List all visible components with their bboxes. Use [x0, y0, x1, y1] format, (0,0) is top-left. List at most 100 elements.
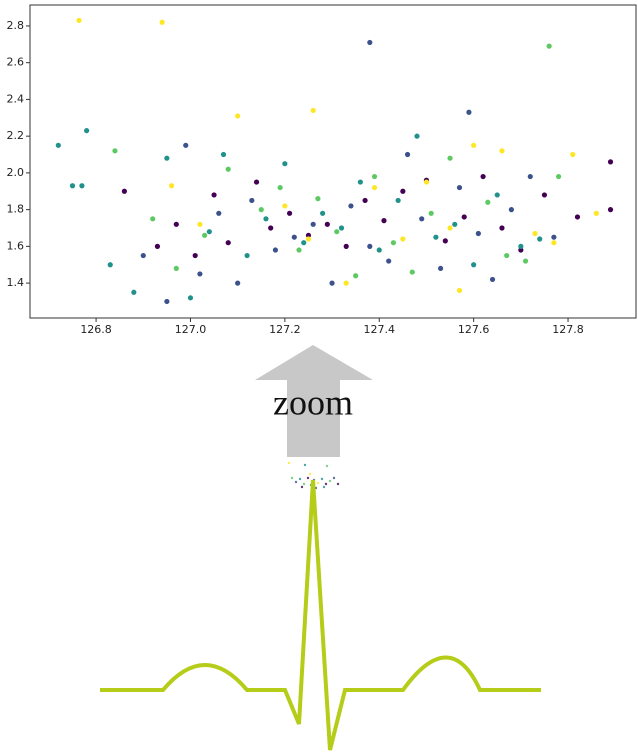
- point: [489, 276, 496, 283]
- point: [395, 197, 401, 204]
- point: [282, 203, 288, 209]
- point: [541, 192, 548, 198]
- y-tick-label: 1.6: [7, 239, 25, 252]
- point: [282, 161, 288, 167]
- point: [168, 183, 175, 189]
- point: [518, 243, 524, 249]
- x-tick-label: 127.0: [175, 323, 207, 336]
- plot-area: 126.8 127.0 127.2 127.4 127.6 127.8 1.4 1.6 1.8 2…: [7, 17, 614, 336]
- point: [527, 173, 533, 180]
- point: [433, 234, 439, 240]
- y-tick-label: 2.4: [7, 92, 25, 105]
- point: [456, 184, 463, 191]
- point: [225, 240, 231, 246]
- point: [607, 159, 614, 165]
- point: [518, 247, 524, 253]
- point: [206, 229, 212, 235]
- point: [164, 155, 170, 161]
- point: [357, 179, 363, 185]
- point: [121, 188, 127, 194]
- zoom-label: zoom: [273, 382, 353, 422]
- point: [140, 252, 146, 259]
- point: [305, 236, 312, 242]
- mini-scatter: [287, 461, 340, 490]
- point: [173, 265, 179, 272]
- point: [150, 216, 156, 222]
- x-tick-label: 126.8: [80, 323, 112, 336]
- point: [532, 230, 538, 237]
- x-tick-label: 127.8: [552, 323, 584, 336]
- point: [438, 265, 444, 272]
- point: [296, 247, 302, 253]
- point: [272, 247, 279, 253]
- point: [386, 258, 392, 264]
- point: [197, 271, 203, 277]
- point: [84, 128, 90, 134]
- point: [452, 221, 458, 227]
- point: [76, 17, 82, 24]
- point: [55, 142, 61, 148]
- point: [107, 262, 113, 268]
- point: [353, 273, 359, 279]
- point: [249, 197, 255, 204]
- point: [362, 197, 368, 204]
- point: [551, 234, 557, 240]
- x-tick-label: 127.4: [364, 323, 396, 336]
- point: [112, 148, 118, 154]
- point: [154, 243, 161, 249]
- point: [367, 39, 373, 46]
- point: [69, 183, 76, 189]
- point: [324, 221, 330, 227]
- point: [235, 280, 241, 286]
- point: [471, 262, 477, 268]
- point: [235, 113, 241, 119]
- point: [499, 225, 505, 231]
- y-tick-label: 2.2: [7, 129, 25, 142]
- point: [216, 210, 222, 216]
- point: [258, 207, 264, 213]
- point: [187, 295, 194, 301]
- point: [461, 214, 467, 220]
- point: [480, 173, 486, 180]
- point: [508, 207, 515, 213]
- point: [442, 238, 448, 244]
- point: [202, 232, 208, 238]
- point: [338, 225, 345, 231]
- point: [409, 269, 415, 275]
- point: [320, 210, 326, 216]
- point: [376, 247, 382, 253]
- point: [192, 252, 198, 259]
- point: [225, 166, 231, 172]
- y-tick-label: 2.0: [7, 166, 25, 179]
- point: [593, 210, 599, 216]
- point: [268, 225, 274, 231]
- point: [348, 203, 354, 209]
- point: [286, 210, 293, 216]
- point: [456, 287, 463, 294]
- y-tick-label: 1.8: [7, 203, 25, 216]
- point: [305, 232, 312, 238]
- point: [537, 236, 543, 242]
- point: [414, 133, 420, 139]
- point: [164, 298, 170, 305]
- ecg-line: [100, 479, 541, 751]
- point: [253, 179, 260, 185]
- point: [551, 240, 557, 246]
- point: [220, 151, 227, 158]
- point: [343, 280, 349, 286]
- x-tick-label: 127.6: [458, 323, 490, 336]
- point: [574, 214, 581, 220]
- y-tick-label: 2.8: [7, 19, 25, 32]
- point: [466, 109, 472, 115]
- point: [367, 243, 373, 249]
- point: [381, 218, 387, 224]
- point: [211, 192, 217, 198]
- point: [315, 196, 321, 202]
- point: [522, 258, 529, 264]
- point: [371, 173, 378, 180]
- point: [183, 142, 189, 148]
- point: [494, 192, 500, 198]
- point: [79, 183, 85, 189]
- point: [400, 188, 406, 194]
- point: [447, 225, 453, 231]
